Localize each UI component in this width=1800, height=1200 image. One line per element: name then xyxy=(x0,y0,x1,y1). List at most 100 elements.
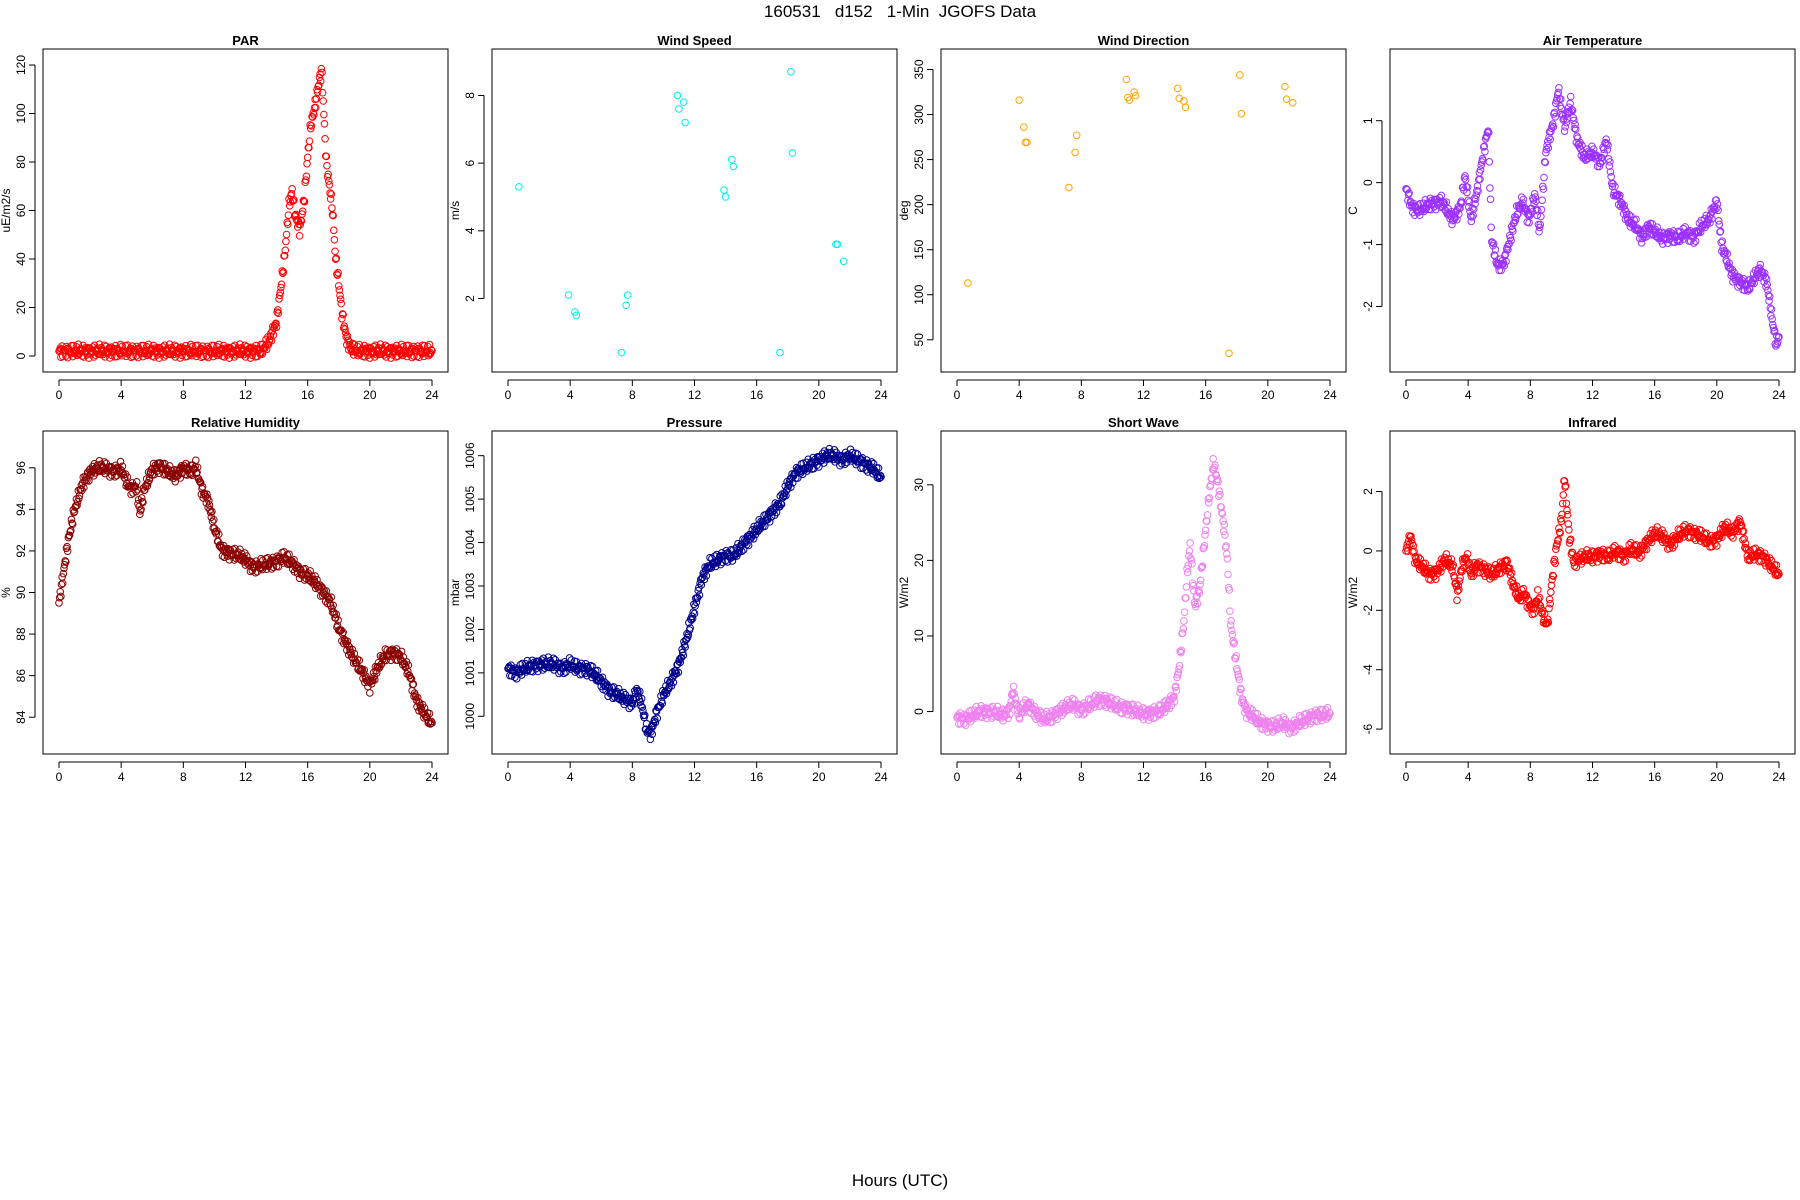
short-wave-plot-frame xyxy=(940,430,1347,755)
relative-humidity-point xyxy=(208,507,216,516)
par-x-tick-label: 8 xyxy=(180,388,187,402)
pressure-point xyxy=(684,631,693,639)
short-wave-point xyxy=(1196,580,1204,589)
air-temperature-point xyxy=(1486,195,1495,204)
par-point xyxy=(295,232,304,240)
wind-speed-y-axis: 2 4 6 8 xyxy=(463,92,485,302)
pressure-point xyxy=(695,591,704,599)
pressure-point xyxy=(691,602,699,610)
air-temperature-point xyxy=(1568,105,1576,114)
short-wave-point xyxy=(1198,563,1206,571)
air-temperature-point xyxy=(1468,213,1476,221)
short-wave-point xyxy=(1193,599,1202,608)
short-wave-point xyxy=(1211,461,1219,470)
wind-direction-x-axis: 0 4 8 12 16 20 24 xyxy=(954,379,1337,402)
wind-direction-point xyxy=(1173,84,1182,93)
pressure-point xyxy=(646,735,655,744)
wind-direction-x-tick-label: 20 xyxy=(1261,388,1275,402)
relative-humidity-x-tick-label: 20 xyxy=(363,770,377,784)
relative-humidity-point xyxy=(176,474,185,482)
short-wave-point xyxy=(1174,668,1183,677)
short-wave-point xyxy=(1221,531,1229,539)
par-point xyxy=(281,246,290,255)
relative-humidity-point xyxy=(244,558,252,566)
air-temperature-point xyxy=(1509,227,1517,235)
wind-direction-point xyxy=(1281,82,1289,91)
short-wave-point xyxy=(1197,564,1206,572)
wind-direction-point xyxy=(1181,103,1190,112)
relative-humidity-point xyxy=(316,581,324,590)
par-point xyxy=(279,268,288,276)
par-point xyxy=(325,180,334,189)
par-point xyxy=(282,237,290,246)
par-point xyxy=(307,122,316,130)
wind-speed-point xyxy=(729,162,738,171)
air-temperature-point xyxy=(1716,227,1725,236)
wind-direction-point xyxy=(1225,349,1233,358)
pressure-point xyxy=(593,666,602,675)
par-point xyxy=(302,172,311,181)
short-wave-point xyxy=(1185,547,1194,555)
par-point xyxy=(165,340,174,348)
pressure-point xyxy=(653,714,662,723)
par-point xyxy=(337,299,346,308)
relative-humidity-point xyxy=(311,572,319,580)
pressure-point xyxy=(637,702,645,710)
short-wave-point xyxy=(1220,520,1229,529)
pressure-y-tick-label: 1000 xyxy=(463,703,477,730)
relative-humidity-point xyxy=(344,641,352,650)
relative-humidity-point xyxy=(347,650,355,658)
air-temperature-x-tick-label: 0 xyxy=(1403,388,1410,402)
par-point xyxy=(341,325,349,333)
wind-speed-y-tick-label: 6 xyxy=(463,159,477,166)
relative-humidity-point xyxy=(404,661,413,670)
wind-direction-point xyxy=(1023,138,1031,147)
infrared-point xyxy=(1533,586,1542,594)
air-temperature-point xyxy=(1437,191,1446,200)
relative-humidity-point xyxy=(318,583,326,591)
relative-humidity-plot-frame xyxy=(42,430,449,755)
infrared-point xyxy=(1547,588,1555,596)
par-point xyxy=(292,215,301,224)
wind-direction-title: Wind Direction xyxy=(1098,33,1190,48)
short-wave-point xyxy=(1233,667,1242,675)
air-temperature-point xyxy=(1562,118,1571,127)
air-temperature-point xyxy=(1488,238,1497,247)
air-temperature-point xyxy=(1456,204,1464,212)
pressure-point xyxy=(686,624,694,632)
relative-humidity-point xyxy=(137,505,145,514)
wind-direction-point xyxy=(1021,138,1030,147)
pressure-x-tick-label: 8 xyxy=(629,770,636,784)
short-wave-point xyxy=(1237,685,1245,694)
par-point xyxy=(331,255,340,263)
short-wave-point xyxy=(1086,705,1094,714)
air-temperature-plot-frame xyxy=(1389,48,1796,373)
relative-humidity-point xyxy=(111,472,119,481)
pressure-x-tick-label: 4 xyxy=(567,770,574,784)
relative-humidity-point xyxy=(56,587,65,596)
short-wave-point xyxy=(1226,621,1235,629)
short-wave-point xyxy=(1227,626,1236,635)
relative-humidity-x-tick-label: 24 xyxy=(425,770,439,784)
air-temperature-point xyxy=(1653,223,1661,231)
infrared-point xyxy=(1406,532,1415,541)
air-temperature-point xyxy=(1613,191,1622,199)
infrared-point xyxy=(1559,491,1568,499)
air-temperature-y-axis: -2 -1 0 1 xyxy=(1361,117,1383,312)
short-wave-title: Short Wave xyxy=(1108,415,1179,430)
pressure-point xyxy=(674,668,683,677)
relative-humidity-title: Relative Humidity xyxy=(191,415,301,430)
air-temperature-point xyxy=(1463,188,1471,197)
infrared-x-tick-label: 4 xyxy=(1465,770,1472,784)
relative-humidity-point xyxy=(132,487,140,496)
air-temperature-point xyxy=(1762,282,1770,291)
pressure-point xyxy=(867,458,876,466)
air-temperature-point xyxy=(1454,203,1463,211)
wind-speed-point xyxy=(617,348,626,357)
air-temperature-point xyxy=(1476,175,1484,184)
air-temperature-point xyxy=(1471,200,1479,208)
relative-humidity-point xyxy=(67,515,76,524)
relative-humidity-point xyxy=(99,467,107,475)
par-point xyxy=(376,340,385,348)
air-temperature-x-tick-label: 8 xyxy=(1527,388,1534,402)
